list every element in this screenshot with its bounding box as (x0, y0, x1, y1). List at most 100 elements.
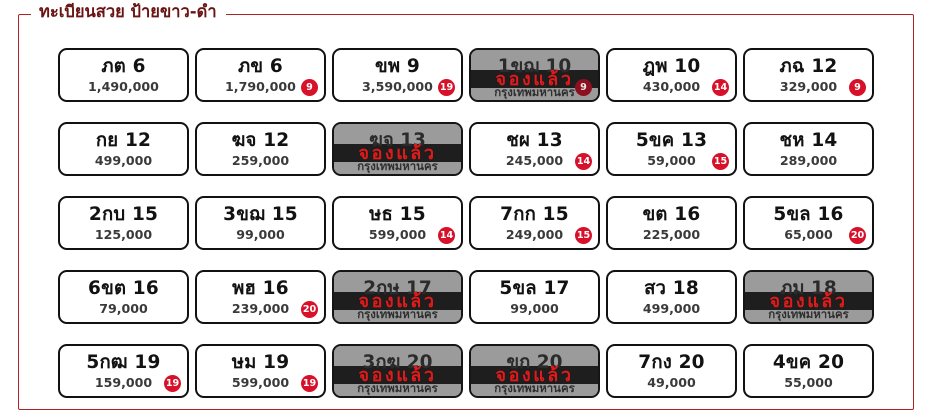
reserved-stamp: จองแล้ว (358, 291, 437, 312)
reserved-overlay-background (334, 124, 461, 174)
plate-price: 55,000 (784, 375, 833, 390)
plate-card[interactable]: ภฉ 12 329,000 9 (743, 48, 874, 102)
plate-card[interactable]: ภต 6 1,490,000 (58, 48, 189, 102)
plate-card-reserved[interactable]: 3กฆ 20 กรุงเทพมหานคร จองแล้ว (332, 344, 463, 398)
reserved-overlay-background (745, 272, 872, 322)
plate-card[interactable]: ภข 6 1,790,000 9 (195, 48, 326, 102)
plate-card[interactable]: 6ขต 16 79,000 (58, 270, 189, 324)
plate-card[interactable]: 5ขล 17 99,000 (469, 270, 600, 324)
plate-card[interactable]: ษม 19 599,000 19 (195, 344, 326, 398)
plate-content: 4ขค 20 55,000 (745, 346, 872, 396)
plate-number: ขพ 9 (375, 56, 420, 77)
plate-content: 5ขล 17 99,000 (471, 272, 598, 322)
plate-number: 5ขล 17 (499, 278, 570, 299)
plate-number: ฆจ 12 (231, 130, 290, 151)
plate-number: ษธ 15 (369, 204, 426, 225)
plate-content: 5ขล 16 65,000 (745, 198, 872, 248)
plate-card[interactable]: 3ขฌ 15 99,000 (195, 196, 326, 250)
reserved-stamp: จองแล้ว (495, 365, 574, 386)
plate-card[interactable]: 2กบ 15 125,000 (58, 196, 189, 250)
plate-card[interactable]: ขพ 9 3,590,000 19 (332, 48, 463, 102)
plate-card[interactable]: ษธ 15 599,000 14 (332, 196, 463, 250)
page-title: ทะเบียนสวย ป้ายขาว-ดำ (31, 2, 226, 22)
plate-price: 225,000 (642, 227, 701, 242)
status-badge: 19 (438, 79, 455, 96)
plate-card-reserved[interactable]: 1ขฌ 10 กรุงเทพมหานคร จองแล้ว 9 (469, 48, 600, 102)
status-badge: 14 (575, 153, 592, 170)
plate-province: กรุงเทพมหานคร (357, 307, 438, 321)
plate-content: สว 18 499,000 (608, 272, 735, 322)
reserved-stamp: จองแล้ว (495, 69, 574, 90)
plate-number: ชห 14 (779, 130, 838, 151)
plate-number: ชผ 13 (506, 130, 563, 151)
plate-number: 1ขฌ 10 (497, 56, 572, 77)
plate-card[interactable]: 5กฒ 19 159,000 19 (58, 344, 189, 398)
plate-price: 49,000 (647, 375, 696, 390)
plate-card[interactable]: ชผ 13 245,000 14 (469, 122, 600, 176)
plate-content: พฮ 16 239,000 (197, 272, 324, 322)
plate-number: 2กษ 17 (363, 278, 432, 299)
plate-price: 125,000 (94, 227, 153, 242)
plate-content: ภฉ 12 329,000 (745, 50, 872, 100)
plate-card-reserved[interactable]: 2กษ 17 กรุงเทพมหานคร จองแล้ว (332, 270, 463, 324)
plate-content: ชห 14 289,000 (745, 124, 872, 174)
reserved-stamp: จองแล้ว (358, 143, 437, 164)
plate-card[interactable]: สว 18 499,000 (606, 270, 737, 324)
plate-price: 99,000 (510, 301, 559, 316)
plate-number: ขก 20 (506, 352, 563, 373)
plate-price: 259,000 (231, 153, 290, 168)
plate-number: สว 18 (644, 278, 699, 299)
plate-card-reserved[interactable]: ภม 18 กรุงเทพมหานคร จองแล้ว (743, 270, 874, 324)
plate-content: กย 12 499,000 (60, 124, 187, 174)
reserved-overlay-background (471, 346, 598, 396)
reserved-stamp: จองแล้ว (358, 365, 437, 386)
plate-content: ภข 6 1,790,000 (197, 50, 324, 100)
plate-number: 2กบ 15 (88, 204, 159, 225)
plate-price: 99,000 (236, 227, 285, 242)
plate-price: 239,000 (231, 301, 290, 316)
plate-price: 599,000 (231, 375, 290, 390)
plate-content: ฆจ 12 259,000 (197, 124, 324, 174)
plate-content: 3ขฌ 15 99,000 (197, 198, 324, 248)
status-badge: 15 (712, 153, 729, 170)
plate-province: กรุงเทพมหานคร (768, 307, 849, 321)
plate-number: 6ขต 16 (88, 278, 159, 299)
plate-number: 5กฒ 19 (86, 352, 161, 373)
plate-price: 289,000 (779, 153, 838, 168)
status-badge: 14 (438, 227, 455, 244)
status-badge: 20 (301, 301, 318, 318)
plate-number: 3ขฌ 15 (223, 204, 298, 225)
plate-number: 7กง 20 (638, 352, 705, 373)
plate-number: ฎพ 10 (642, 56, 701, 77)
plate-province: กรุงเทพมหานคร (494, 85, 575, 99)
plate-card[interactable]: กย 12 499,000 (58, 122, 189, 176)
status-badge: 9 (575, 79, 592, 96)
plate-price: 599,000 (368, 227, 427, 242)
reserved-stamp: จองแล้ว (769, 291, 848, 312)
plate-price: 159,000 (94, 375, 153, 390)
plate-number: ภข 6 (238, 56, 283, 77)
plate-card-reserved[interactable]: ฆจ 13 กรุงเทพมหานคร จองแล้ว (332, 122, 463, 176)
plate-content: ภต 6 1,490,000 (60, 50, 187, 100)
plate-card[interactable]: ฆจ 12 259,000 (195, 122, 326, 176)
plate-card[interactable]: 5ขค 13 59,000 15 (606, 122, 737, 176)
plate-card[interactable]: ขต 16 225,000 (606, 196, 737, 250)
plate-price: 249,000 (505, 227, 564, 242)
plate-card[interactable]: 5ขล 16 65,000 20 (743, 196, 874, 250)
plate-card-reserved[interactable]: ขก 20 กรุงเทพมหานคร จองแล้ว (469, 344, 600, 398)
plate-content: ฎพ 10 430,000 (608, 50, 735, 100)
plate-number: 7กก 15 (500, 204, 569, 225)
plate-number: 3กฆ 20 (362, 352, 433, 373)
plate-card[interactable]: 4ขค 20 55,000 (743, 344, 874, 398)
reserved-overlay-background (334, 346, 461, 396)
plate-price: 1,490,000 (88, 79, 159, 94)
plate-content: 2กบ 15 125,000 (60, 198, 187, 248)
plate-card[interactable]: 7กง 20 49,000 (606, 344, 737, 398)
plate-number: 5ขค 13 (635, 130, 708, 151)
plate-card[interactable]: ฎพ 10 430,000 14 (606, 48, 737, 102)
plate-card[interactable]: 7กก 15 249,000 15 (469, 196, 600, 250)
plate-content: 7กง 20 49,000 (608, 346, 735, 396)
plate-card[interactable]: พฮ 16 239,000 20 (195, 270, 326, 324)
plate-content: ษม 19 599,000 (197, 346, 324, 396)
plate-card[interactable]: ชห 14 289,000 (743, 122, 874, 176)
